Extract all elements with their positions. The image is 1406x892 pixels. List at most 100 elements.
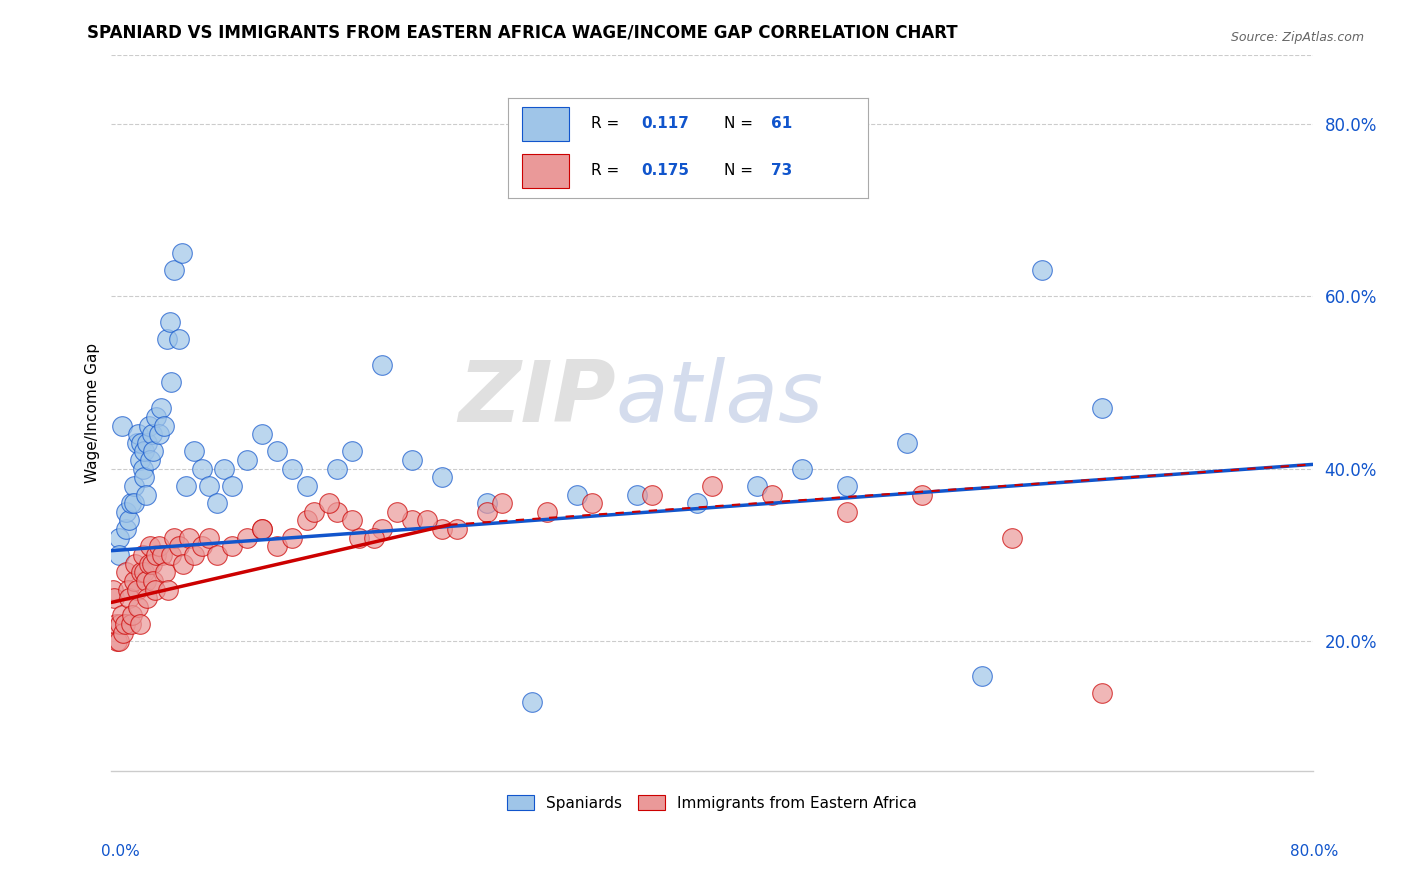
Point xyxy=(179,531,201,545)
Point xyxy=(205,496,228,510)
Point xyxy=(115,505,138,519)
Point xyxy=(302,505,325,519)
Point xyxy=(190,540,212,554)
Point xyxy=(129,453,152,467)
Point xyxy=(145,409,167,424)
Point xyxy=(416,514,439,528)
Point xyxy=(430,522,453,536)
Point xyxy=(790,461,813,475)
Point xyxy=(745,479,768,493)
Point xyxy=(138,557,160,571)
Point xyxy=(446,522,468,536)
Point xyxy=(131,566,153,580)
Point xyxy=(152,548,174,562)
Point xyxy=(1031,263,1053,277)
Point xyxy=(520,695,543,709)
Text: ZIP: ZIP xyxy=(458,357,616,440)
Text: atlas: atlas xyxy=(616,357,824,440)
Point xyxy=(112,625,135,640)
Y-axis label: Wage/Income Gap: Wage/Income Gap xyxy=(86,343,100,483)
Point xyxy=(121,608,143,623)
Point xyxy=(325,461,347,475)
Point xyxy=(340,444,363,458)
Point xyxy=(221,540,243,554)
Point xyxy=(581,496,603,510)
Point xyxy=(118,591,141,606)
Point xyxy=(129,617,152,632)
Legend: Spaniards, Immigrants from Eastern Africa: Spaniards, Immigrants from Eastern Afric… xyxy=(501,789,924,817)
Point xyxy=(896,435,918,450)
Point xyxy=(212,461,235,475)
Point xyxy=(641,487,664,501)
Point xyxy=(104,617,127,632)
Point xyxy=(295,514,318,528)
Point xyxy=(136,435,159,450)
Point xyxy=(198,531,221,545)
Point xyxy=(370,358,392,372)
Point xyxy=(385,505,408,519)
Point xyxy=(132,461,155,475)
Point xyxy=(183,548,205,562)
Text: Source: ZipAtlas.com: Source: ZipAtlas.com xyxy=(1230,31,1364,45)
Point xyxy=(139,540,162,554)
Point xyxy=(475,496,498,510)
Point xyxy=(120,617,142,632)
Point xyxy=(159,315,181,329)
Point xyxy=(475,505,498,519)
Point xyxy=(115,566,138,580)
Point xyxy=(176,479,198,493)
Point xyxy=(143,582,166,597)
Point xyxy=(134,444,156,458)
Point xyxy=(325,505,347,519)
Point xyxy=(183,444,205,458)
Point xyxy=(163,263,186,277)
Point xyxy=(118,514,141,528)
Point xyxy=(491,496,513,510)
Point xyxy=(401,514,423,528)
Point xyxy=(250,522,273,536)
Point xyxy=(430,470,453,484)
Point xyxy=(318,496,340,510)
Point xyxy=(205,548,228,562)
Point xyxy=(686,496,709,510)
Point xyxy=(401,453,423,467)
Point xyxy=(190,461,212,475)
Point xyxy=(198,479,221,493)
Point xyxy=(370,522,392,536)
Point xyxy=(837,505,859,519)
Point xyxy=(266,540,288,554)
Point xyxy=(135,487,157,501)
Point xyxy=(157,582,180,597)
Point xyxy=(340,514,363,528)
Point xyxy=(221,479,243,493)
Point xyxy=(167,332,190,346)
Point xyxy=(156,332,179,346)
Point xyxy=(132,548,155,562)
Point xyxy=(235,453,257,467)
Point xyxy=(250,427,273,442)
Point xyxy=(108,531,131,545)
Point xyxy=(141,427,163,442)
Point xyxy=(761,487,783,501)
Point xyxy=(626,487,648,501)
Point xyxy=(1001,531,1024,545)
Point xyxy=(117,582,139,597)
Point xyxy=(108,634,131,648)
Point xyxy=(114,617,136,632)
Point xyxy=(107,634,129,648)
Point xyxy=(122,479,145,493)
Point xyxy=(155,566,177,580)
Point xyxy=(122,574,145,588)
Point xyxy=(125,435,148,450)
Point xyxy=(139,453,162,467)
Point xyxy=(111,608,134,623)
Point xyxy=(148,427,170,442)
Point xyxy=(280,461,302,475)
Point xyxy=(1091,686,1114,700)
Point xyxy=(111,418,134,433)
Point xyxy=(101,582,124,597)
Point xyxy=(120,496,142,510)
Point xyxy=(235,531,257,545)
Point xyxy=(1091,401,1114,416)
Point xyxy=(972,669,994,683)
